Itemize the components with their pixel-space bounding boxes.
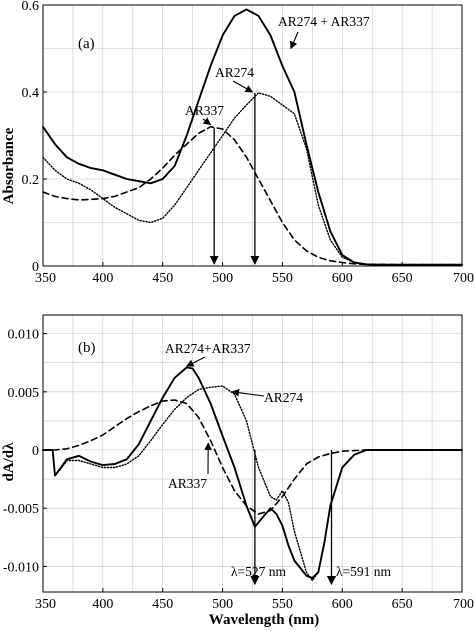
annotation-label: AR274 bbox=[264, 390, 303, 405]
y-tick-label: 0 bbox=[32, 444, 39, 459]
panel-a-series bbox=[42, 8, 463, 266]
y-tick-label: 0.4 bbox=[22, 86, 40, 101]
panel-b: 350 400 450 500 550 600 650 700 0.010 0.005 0 -0.0… bbox=[1, 314, 474, 628]
panel-a: 350 400 450 500 550 600 650 700 0 0.2 0.4 0.6 AR27… bbox=[1, 0, 474, 286]
series-line-dotted bbox=[42, 385, 463, 582]
annotation-label: AR337 bbox=[185, 103, 224, 118]
panel-b-annotations: AR274+AR337 AR274 AR337 λ=527 nm λ=591 nm bbox=[165, 341, 392, 579]
x-tick-label: 600 bbox=[332, 271, 353, 286]
x-tick-label: 600 bbox=[332, 597, 353, 612]
annotation-label: λ=591 nm bbox=[336, 564, 392, 579]
panel-b-markers bbox=[250, 450, 337, 586]
annotation-label: AR274+AR337 bbox=[165, 341, 251, 356]
panel-b-series bbox=[42, 366, 463, 582]
panel-a-x-ticks: 350 400 450 500 550 600 650 700 bbox=[35, 262, 474, 286]
panel-b-grid bbox=[43, 315, 462, 592]
y-tick-label: 0.010 bbox=[8, 328, 40, 343]
y-tick-label: -0.005 bbox=[3, 502, 39, 517]
x-tick-label: 550 bbox=[272, 597, 293, 612]
series-line-dashed bbox=[42, 399, 463, 515]
x-tick-label: 400 bbox=[92, 271, 113, 286]
x-tick-label: 650 bbox=[392, 271, 413, 286]
annotation-arrow bbox=[231, 388, 265, 397]
annotation-label: λ=527 nm bbox=[231, 564, 287, 579]
panel-a-y-axis-label: Absorbance bbox=[1, 127, 17, 204]
panel-b-frame bbox=[42, 314, 463, 593]
panel-b-x-axis-label: Wavelength (nm) bbox=[209, 612, 319, 628]
series-line-dotted bbox=[42, 92, 463, 266]
panel-a-markers bbox=[209, 92, 260, 265]
panel-a-frame bbox=[42, 4, 463, 267]
annotation-label: AR337 bbox=[168, 476, 207, 491]
annotation-label: AR274 + AR337 bbox=[278, 14, 370, 29]
y-tick-label: 0.005 bbox=[8, 386, 40, 401]
y-tick-label: 0 bbox=[32, 260, 39, 275]
annotation-arrow bbox=[232, 80, 254, 93]
annotation-arrow bbox=[185, 356, 206, 367]
x-tick-label: 350 bbox=[35, 271, 56, 286]
annotation-arrow bbox=[290, 31, 299, 50]
panel-a-label: (a) bbox=[78, 36, 95, 52]
x-tick-label: 700 bbox=[453, 271, 474, 286]
x-tick-label: 500 bbox=[212, 271, 233, 286]
x-tick-label: 400 bbox=[92, 597, 113, 612]
panel-b-y-ticks: 0.010 0.005 0 -0.005 -0.010 bbox=[3, 328, 47, 575]
panel-a-grid bbox=[43, 5, 462, 266]
y-tick-label: 0.6 bbox=[22, 0, 40, 14]
x-tick-label: 650 bbox=[392, 597, 413, 612]
x-tick-label: 450 bbox=[152, 597, 173, 612]
x-tick-label: 700 bbox=[453, 597, 474, 612]
panel-a-annotations: AR274 + AR337 AR274 AR337 bbox=[185, 14, 370, 126]
panel-b-y-axis-label: dA/dλ bbox=[1, 442, 17, 482]
panel-b-x-ticks: 350 400 450 500 550 600 650 700 bbox=[35, 588, 474, 612]
series-line-solid bbox=[42, 8, 463, 266]
x-tick-label: 350 bbox=[35, 597, 56, 612]
x-tick-label: 450 bbox=[152, 271, 173, 286]
panel-a-y-ticks: 0 0.2 0.4 0.6 bbox=[22, 0, 47, 275]
panel-b-label: (b) bbox=[78, 340, 96, 356]
annotation-label: AR274 bbox=[215, 65, 254, 80]
x-tick-label: 550 bbox=[272, 271, 293, 286]
x-tick-label: 500 bbox=[212, 597, 233, 612]
y-tick-label: -0.010 bbox=[3, 560, 39, 575]
annotation-arrow bbox=[202, 117, 212, 126]
series-line-dashed bbox=[42, 126, 463, 266]
y-tick-label: 0.2 bbox=[22, 173, 40, 188]
